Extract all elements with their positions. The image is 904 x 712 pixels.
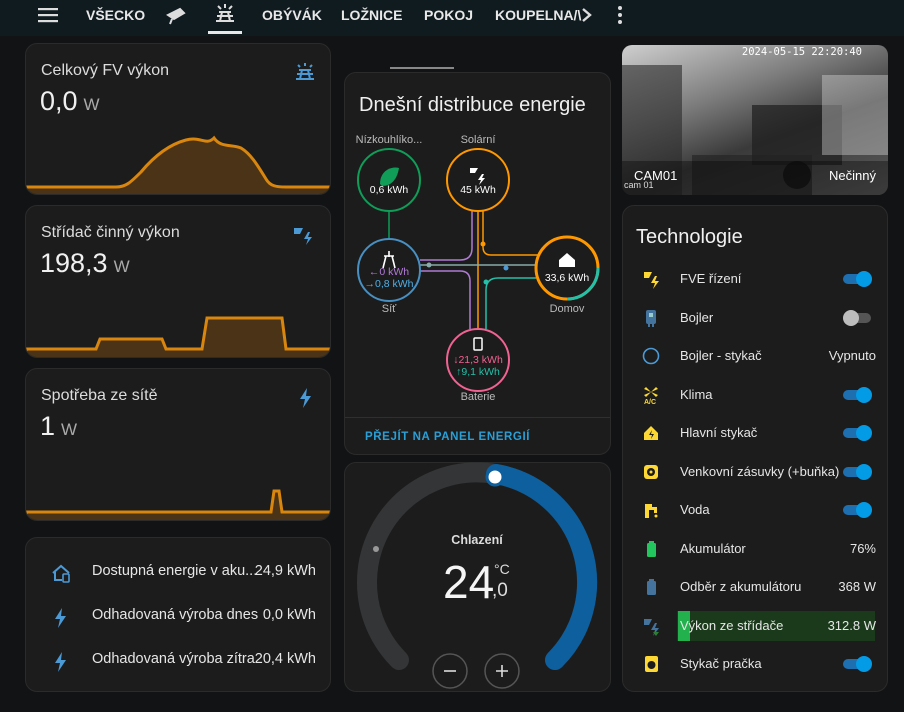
node-value: 0,6 kWh — [369, 184, 409, 196]
tab-icon-active[interactable] — [214, 3, 236, 25]
row-icon — [55, 608, 66, 628]
row-name[interactable]: Hlavní stykač — [680, 425, 758, 440]
entities-card: Dostupná energie v aku... 24,9 kWh Odhad… — [25, 537, 331, 692]
camera-image — [622, 65, 888, 195]
node-value: 33,6 kWh — [544, 272, 590, 284]
tab[interactable]: POKOJ — [424, 7, 474, 23]
toggle-switch[interactable] — [842, 309, 874, 327]
hvac-mode: Chlazení — [451, 533, 503, 547]
row-name[interactable]: Stykač pračka — [680, 656, 762, 671]
toggle-switch[interactable] — [842, 424, 874, 442]
camera-footer — [622, 161, 888, 195]
row-value[interactable]: 0,0 kWh — [262, 607, 316, 623]
energy-diagram — [357, 148, 600, 392]
history-graph — [26, 135, 330, 194]
energy-link[interactable]: PŘEJÍT NA PANEL ENERGIÍ — [365, 431, 531, 443]
unit: W — [61, 420, 78, 439]
top-bar: VŠECKO OBÝVÁK LOŽNICE POKOJ KOUPELNA/\ — [0, 0, 904, 36]
toggle-switch[interactable] — [842, 501, 874, 519]
toggle-switch[interactable] — [842, 655, 874, 673]
node-label: Nízkouhlíko... — [355, 134, 423, 146]
drag-handle — [390, 67, 454, 69]
value: 0,0 — [40, 86, 78, 116]
camera-card[interactable]: 2024-05-15 22:20:40 CAM01 cam 01 Nečinný — [622, 45, 888, 195]
node-label: Domov — [549, 303, 585, 315]
camera-timestamp: 2024-05-15 22:20:40 — [741, 46, 862, 58]
card-title: Spotřeba ze sítě — [41, 387, 158, 404]
node-value: ↑9,1 kWh — [456, 366, 500, 378]
row-name[interactable]: Klima — [680, 386, 713, 402]
row-icon — [55, 652, 66, 672]
tab-icon[interactable] — [166, 5, 188, 25]
temperature-unit: °C — [494, 561, 510, 577]
row-name[interactable]: Odhadovaná výroba dnes — [92, 607, 259, 623]
thermostat-dial[interactable] — [344, 462, 611, 692]
node-value: →0,8 kWh — [364, 278, 414, 290]
more-menu[interactable] — [616, 5, 624, 25]
row-name[interactable]: FVE řízení — [680, 271, 742, 286]
node-value: 45 kWh — [460, 184, 496, 196]
row-name[interactable]: Odhadovaná výroba zítra — [92, 651, 255, 667]
node-label: Baterie — [460, 391, 496, 403]
history-graph — [26, 489, 330, 520]
row-name[interactable]: Bojler — [680, 309, 714, 325]
tab[interactable]: KOUPELNA/\ — [495, 7, 582, 23]
card-value: 198,3 W — [40, 248, 130, 279]
power-card[interactable]: Střídač činný výkon 198,3 W — [25, 205, 331, 358]
target-temperature: 24 — [443, 556, 495, 608]
row-name[interactable]: Odběr z akumulátoru — [680, 579, 802, 594]
card-title: Dnešní distribuce energie — [359, 94, 586, 116]
row-name[interactable]: Voda — [680, 502, 710, 517]
row-name[interactable]: Akumulátor — [680, 540, 746, 556]
toggle-switch[interactable] — [842, 270, 874, 288]
unit: W — [83, 95, 100, 114]
card-title: Celkový FV výkon — [41, 62, 170, 79]
card-icon — [294, 228, 312, 245]
row-name[interactable]: Bojler - stykač — [680, 348, 762, 363]
menu-button[interactable] — [38, 7, 60, 23]
card-title: Střídač činný výkon — [41, 224, 180, 241]
row-value[interactable]: 24,9 kWh — [254, 563, 316, 579]
tab[interactable]: VŠECKO — [86, 7, 146, 23]
camera-caption: cam 01 — [624, 180, 654, 190]
temperature-decimal: ,0 — [492, 580, 508, 601]
history-graph — [26, 316, 330, 357]
divider — [345, 417, 610, 418]
row-value[interactable]: 20,4 kWh — [254, 651, 316, 667]
node-label: Síť — [381, 303, 397, 315]
toggle-switch[interactable] — [842, 386, 874, 404]
card-value: 0,0 W — [40, 86, 100, 117]
node-label: Solární — [460, 134, 496, 146]
card-title: Technologie — [636, 226, 743, 248]
row-name[interactable]: Venkovní zásuvky (+buňka) — [680, 463, 840, 479]
unit: W — [113, 257, 130, 276]
camera-state: Nečinný — [829, 168, 876, 183]
card-icon — [300, 388, 311, 408]
camera-name: CAM01 — [634, 168, 678, 183]
node-value: ←0 kWh — [368, 266, 410, 278]
tab[interactable]: OBÝVÁK — [262, 7, 322, 23]
card-icon — [296, 63, 314, 80]
row-icon — [52, 564, 70, 583]
active-tab-indicator — [208, 31, 242, 34]
tab[interactable]: LOŽNICE — [341, 7, 403, 23]
node-value: ↓21,3 kWh — [453, 354, 503, 366]
value: 1 — [40, 411, 56, 441]
toggle-switch[interactable] — [842, 463, 874, 481]
row-name[interactable]: Dostupná energie v aku... — [92, 563, 258, 579]
row-name[interactable]: Výkon ze střídače — [680, 617, 784, 633]
scroll-right[interactable] — [580, 7, 594, 23]
value: 198,3 — [40, 248, 108, 278]
power-card[interactable]: Celkový FV výkon 0,0 W — [25, 43, 331, 195]
